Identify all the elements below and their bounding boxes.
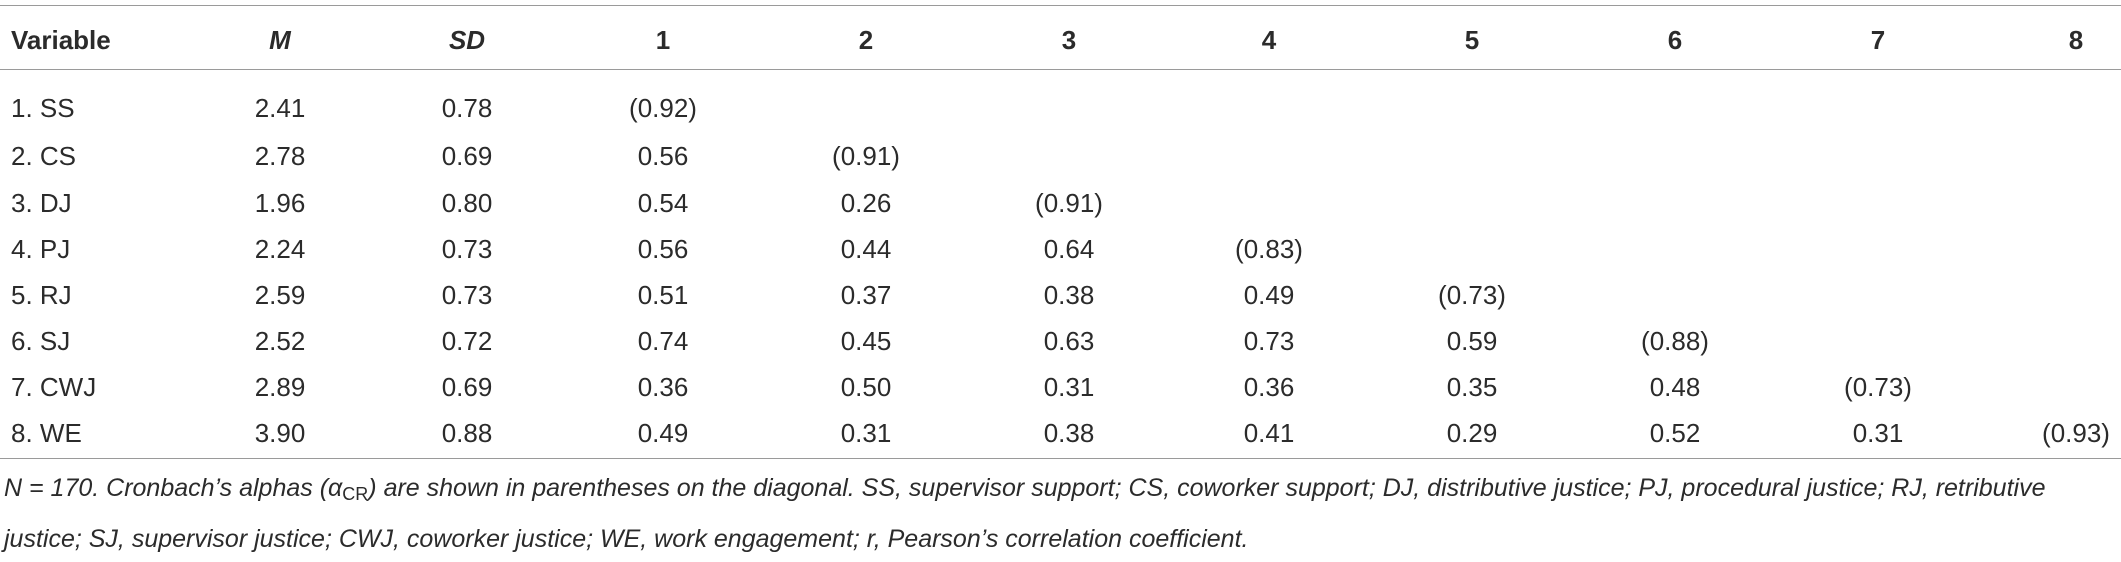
column-header: 4 (1261, 25, 1277, 55)
table-cell: 0.51 (637, 280, 689, 310)
table-cell: 0.49 (1243, 280, 1295, 310)
table-note: N = 170. Cronbach’s alphas (αCR) are sho… (4, 466, 2116, 562)
table-cell: (0.73) (1844, 372, 1912, 402)
table-cell: (0.88) (1641, 326, 1709, 356)
row-label: 3. DJ (11, 188, 72, 218)
table-cell: 0.38 (1043, 280, 1095, 310)
table-cell: 2.52 (254, 326, 306, 356)
table-cell: 0.80 (441, 188, 493, 218)
table-cell: 0.69 (441, 372, 493, 402)
column-header: M (269, 25, 291, 55)
table-cell: 0.74 (637, 326, 689, 356)
table-cell: 0.59 (1446, 326, 1498, 356)
table-cell: (0.91) (832, 141, 900, 171)
table-cell: 0.36 (637, 372, 689, 402)
table-cell: 0.26 (840, 188, 892, 218)
note-text: ) are shown in parentheses on the diagon… (4, 474, 2046, 553)
column-header: 7 (1870, 25, 1886, 55)
table-cell: 0.52 (1649, 418, 1701, 448)
table-cell: 0.38 (1043, 418, 1095, 448)
table-cell: 0.48 (1649, 372, 1701, 402)
table-cell: 0.31 (840, 418, 892, 448)
table-cell: 0.41 (1243, 418, 1295, 448)
table-cell: 0.73 (441, 234, 493, 264)
table-cell: (0.83) (1235, 234, 1303, 264)
table-cell: 0.31 (1043, 372, 1095, 402)
row-label: 8. WE (11, 418, 82, 448)
column-header: 2 (858, 25, 874, 55)
table-cell: 2.41 (254, 93, 306, 123)
table-cell: 0.73 (441, 280, 493, 310)
table-cell: 0.45 (840, 326, 892, 356)
table-cell: 2.59 (254, 280, 306, 310)
table-cell: 0.56 (637, 141, 689, 171)
column-header: 6 (1667, 25, 1683, 55)
top-rule (0, 5, 2121, 6)
row-label: 5. RJ (11, 280, 72, 310)
table-cell: 0.31 (1852, 418, 1904, 448)
table-cell: 0.69 (441, 141, 493, 171)
table-cell: (0.73) (1438, 280, 1506, 310)
table-cell: 0.56 (637, 234, 689, 264)
column-header: 5 (1464, 25, 1480, 55)
table-cell: 0.36 (1243, 372, 1295, 402)
table-cell: 2.24 (254, 234, 306, 264)
column-header: 3 (1061, 25, 1077, 55)
table-cell: 0.88 (441, 418, 493, 448)
table-cell: 0.54 (637, 188, 689, 218)
table-cell: 0.72 (441, 326, 493, 356)
row-label: 6. SJ (11, 326, 71, 356)
column-header: Variable (11, 25, 111, 55)
table-cell: 2.78 (254, 141, 306, 171)
table-cell: (0.92) (629, 93, 697, 123)
table-cell: 0.49 (637, 418, 689, 448)
table-cell: 0.63 (1043, 326, 1095, 356)
note-subscript: CR (342, 484, 369, 504)
header-rule (0, 69, 2121, 70)
note-text: N = 170. Cronbach’s alphas (α (4, 474, 343, 502)
page: {"table": { "header": ["Variable", "M", … (0, 5, 2121, 553)
table-cell: (0.91) (1035, 188, 1103, 218)
row-label: 1. SS (11, 93, 75, 123)
table-cell: 0.44 (840, 234, 892, 264)
table-cell: 1.96 (254, 188, 306, 218)
row-label: 7. CWJ (11, 372, 97, 402)
table-cell: 3.90 (254, 418, 306, 448)
row-label: 4. PJ (11, 234, 71, 264)
table-cell: 0.37 (840, 280, 892, 310)
column-header: 1 (655, 25, 671, 55)
row-label: 2. CS (11, 141, 77, 171)
bottom-rule (0, 458, 2121, 459)
column-header: SD (448, 25, 486, 55)
column-header: 8 (2068, 25, 2084, 55)
table-cell: 0.29 (1446, 418, 1498, 448)
table-cell: (0.93) (2042, 418, 2110, 448)
table-cell: 0.35 (1446, 372, 1498, 402)
table-cell: 2.89 (254, 372, 306, 402)
table-cell: 0.73 (1243, 326, 1295, 356)
table-cell: 0.64 (1043, 234, 1095, 264)
table-cell: 0.78 (441, 93, 493, 123)
table-cell: 0.50 (840, 372, 892, 402)
